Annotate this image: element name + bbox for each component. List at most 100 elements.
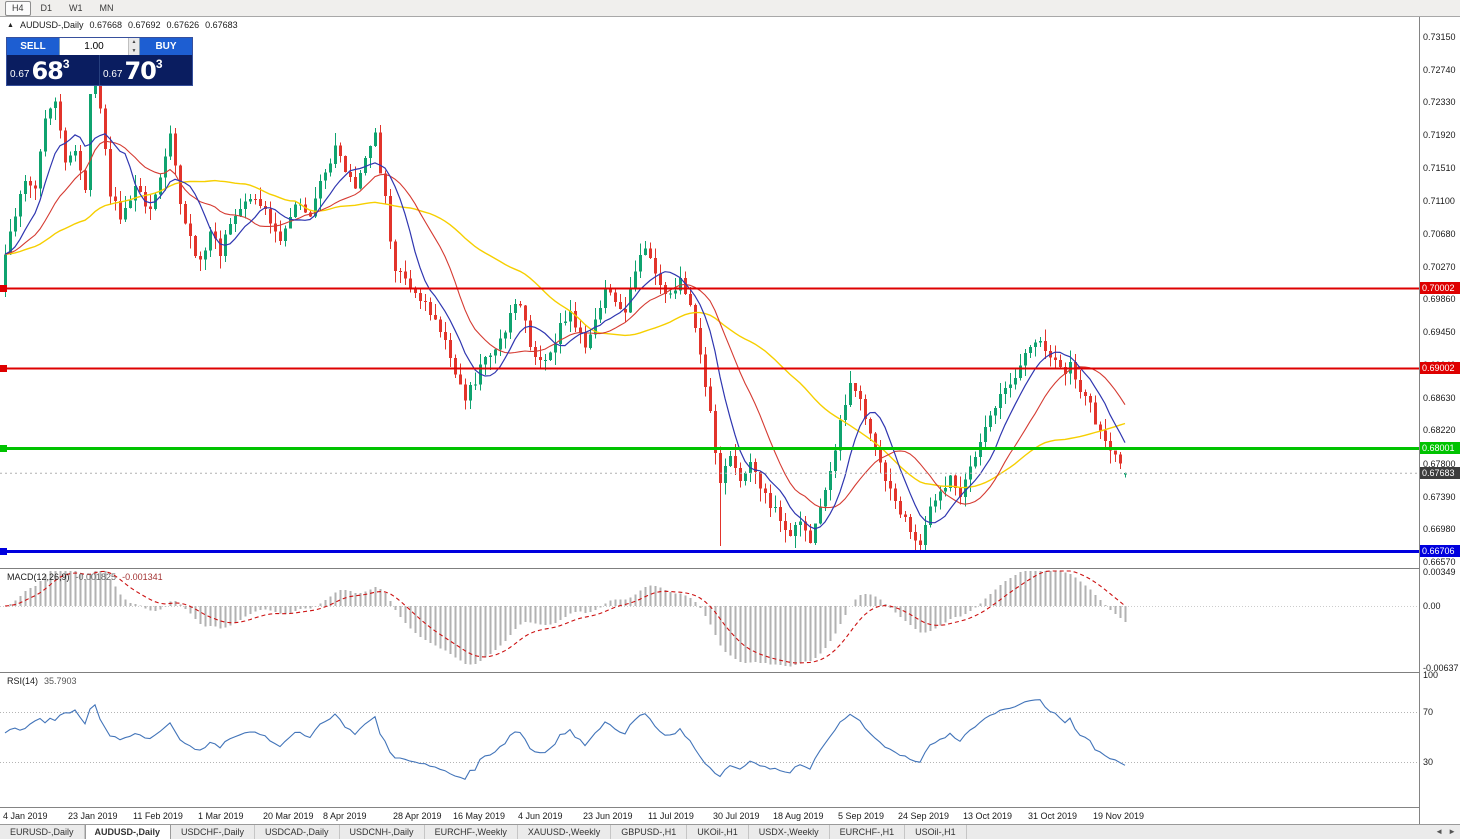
bid-price-display[interactable]: 0.67 68 3 [7,55,99,85]
scale-tick: 0.72330 [1423,97,1456,107]
scale-tick: 0.68220 [1423,425,1456,435]
date-label: 23 Jan 2019 [68,811,118,821]
sell-button[interactable]: SELL [7,38,59,55]
scale-tick: 0.73150 [1423,32,1456,42]
scale-tick: 0.72740 [1423,65,1456,75]
macd-indicator-label: MACD(12,26,9) -0.001825 -0.001341 [7,572,163,582]
chart-tab-audusd-daily[interactable]: AUDUSD-,Daily [84,825,172,839]
level-edge-marker [0,548,7,555]
scale-tick: 0.70680 [1423,229,1456,239]
date-label: 11 Jul 2019 [648,811,694,821]
macd-main-value: -0.001825 [75,572,117,582]
lot-decrease-icon[interactable]: ▼ [129,46,139,55]
rsi-value: 35.7903 [44,676,77,686]
date-label: 19 Nov 2019 [1093,811,1145,821]
scale-tick: 0.71510 [1423,163,1456,173]
chart-tab-usdx-weekly[interactable]: USDX-,Weekly [749,825,830,839]
ask-price-display[interactable]: 0.67 70 3 [99,55,191,85]
date-label: 16 May 2019 [453,811,506,821]
bid-price-big-digits: 68 [31,57,63,85]
date-label: 4 Jun 2019 [518,811,563,821]
scale-tick: 0.67800 [1423,459,1456,469]
macd-histogram [9,571,1127,667]
level-price-badge: 0.69002 [1420,362,1460,374]
timeframe-button-h4[interactable]: H4 [5,0,31,16]
date-label: 5 Sep 2019 [838,811,885,821]
timeframe-button-d1[interactable]: D1 [40,2,53,13]
scale-tick: 30 [1423,757,1434,767]
symbol-ohlc-line: ▲ AUDUSD-,Daily 0.67668 0.67692 0.67626 … [7,20,238,30]
chart-tab-usoil-h1[interactable]: USOil-,H1 [905,825,967,839]
bid-price-prefix: 0.67 [10,69,30,80]
lot-size-value[interactable]: 1.00 [84,41,104,52]
date-label: 20 Mar 2019 [263,811,314,821]
symbol-marker-icon: ▲ [7,21,14,29]
chart-tab-eurusd-daily[interactable]: EURUSD-,Daily [0,825,85,839]
macd-signal-value: -0.001341 [122,572,163,582]
tab-scroll-left-icon[interactable]: ◄ [1435,827,1444,836]
buy-button[interactable]: BUY [140,38,192,55]
ohlc-open: 0.67668 [89,20,122,30]
scale-tick: 0.71920 [1423,130,1456,140]
lot-increase-icon[interactable]: ▲ [129,38,139,47]
chart-tab-xauusd-weekly[interactable]: XAUUSD-,Weekly [518,825,612,839]
price-chart-canvas[interactable] [0,17,1419,807]
macd-title: MACD(12,26,9) [7,572,70,582]
symbol-name: AUDUSD-,Daily [19,20,84,30]
moving-average-line [4,179,1126,489]
moving-average-line [4,140,1126,509]
timeframe-toolbar: H4 D1 W1 MN [0,0,1460,17]
date-label: 4 Jan 2019 [3,811,48,821]
chart-tab-usdcad-daily[interactable]: USDCAD-,Daily [255,825,340,839]
ask-price-prefix: 0.67 [103,69,123,80]
ask-price-big-digits: 70 [124,57,156,85]
bid-price-pipette: 3 [62,57,70,71]
ask-price-pipette: 3 [155,57,163,71]
timeframe-button-w1[interactable]: W1 [69,2,83,13]
chart-tab-ukoil-h1[interactable]: UKOil-,H1 [687,825,749,839]
scale-tick: 0.00349 [1423,567,1456,577]
level-edge-marker [0,285,7,292]
date-label: 18 Aug 2019 [773,811,824,821]
time-scale[interactable]: 4 Jan 2019 23 Jan 2019 11 Feb 2019 1 Mar 20… [0,807,1419,824]
scale-tick: 0.66570 [1423,557,1456,567]
scale-tick: 0.66980 [1423,524,1456,534]
scale-tick: 0.68630 [1423,393,1456,403]
price-scale[interactable]: 0.73150 0.72740 0.72330 0.71920 0.71510 0.711… [1419,17,1460,824]
date-label: 24 Sep 2019 [898,811,950,821]
rsi-line [4,699,1126,780]
date-label: 30 Jul 2019 [713,811,760,821]
rsi-title: RSI(14) [7,676,39,686]
chart-tab-gbpusd-h1[interactable]: GBPUSD-,H1 [611,825,688,839]
rsi-indicator-label: RSI(14) 35.7903 [7,676,77,686]
scale-tick: 0.71100 [1423,196,1455,206]
chart-tabbar: EURUSD-,Daily AUDUSD-,Daily USDCHF-,Daily U… [0,824,1460,839]
level-price-badge: 0.66706 [1420,545,1460,557]
candles-layer [4,45,1127,553]
scale-tick: 0.69450 [1423,327,1456,337]
scale-tick: 0.00 [1423,601,1441,611]
chart-tab-usdcnh-daily[interactable]: USDCNH-,Daily [340,825,425,839]
date-label: 23 Jun 2019 [583,811,633,821]
scale-tick: -0.00637 [1423,663,1459,673]
lot-size-input[interactable]: 1.00 ▲ ▼ [59,38,140,55]
ohlc-high: 0.67692 [128,20,161,30]
level-edge-marker [0,445,7,452]
level-price-badge: 0.68001 [1420,442,1460,454]
scale-tick: 0.67390 [1423,492,1456,502]
date-label: 13 Oct 2019 [963,811,1013,821]
chart-tab-eurchf-weekly[interactable]: EURCHF-,Weekly [425,825,518,839]
scale-tick: 100 [1423,670,1439,680]
moving-average-line [4,133,1126,530]
scale-tick: 0.69860 [1423,294,1456,304]
date-label: 11 Feb 2019 [133,811,183,821]
date-label: 8 Apr 2019 [323,811,367,821]
macd-signal-line [4,570,1126,664]
one-click-trading-panel: SELL 1.00 ▲ ▼ BUY 0.67 68 3 0.67 70 3 [7,38,192,85]
timeframe-button-mn[interactable]: MN [99,2,114,13]
chart-tab-usdchf-daily[interactable]: USDCHF-,Daily [171,825,256,839]
chart-tab-eurchf-h1[interactable]: EURCHF-,H1 [830,825,906,839]
tab-scroll-right-icon[interactable]: ► [1448,827,1456,836]
level-edge-marker [0,365,7,372]
